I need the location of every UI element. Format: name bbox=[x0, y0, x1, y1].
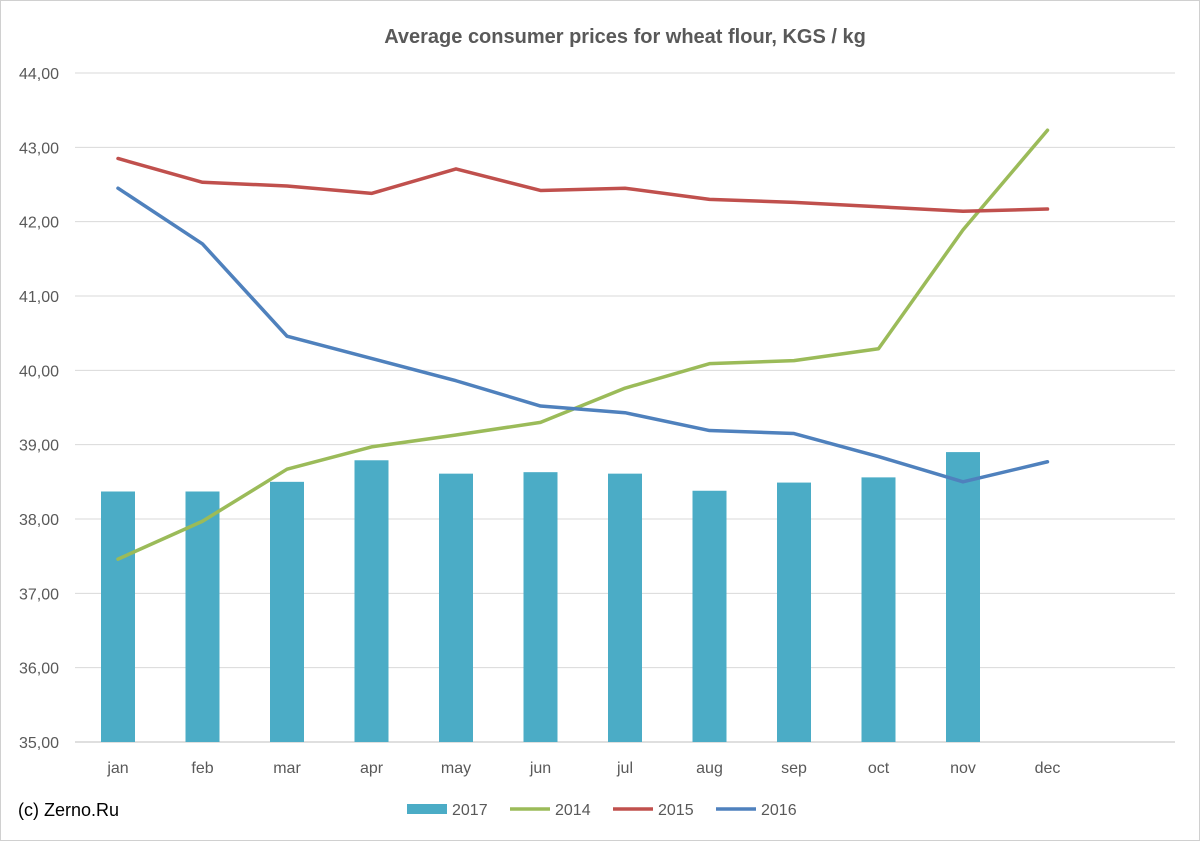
bar-2017-aug bbox=[692, 490, 727, 742]
x-tick-label: apr bbox=[360, 760, 384, 777]
y-tick-label: 41,00 bbox=[19, 289, 59, 306]
y-tick-label: 44,00 bbox=[19, 66, 59, 83]
bar-2017-jan bbox=[101, 491, 135, 742]
x-tick-label: oct bbox=[868, 760, 890, 777]
line-series bbox=[116, 128, 1050, 561]
legend: 2017 2014 2015 2016 bbox=[407, 802, 797, 819]
legend-label-2016: 2016 bbox=[761, 802, 797, 819]
legend-swatch-2017 bbox=[407, 804, 447, 814]
y-tick-label: 36,00 bbox=[19, 661, 59, 678]
line-series-2016 bbox=[116, 186, 1050, 484]
bar-2017-sep bbox=[777, 482, 811, 742]
line-series-2014 bbox=[116, 128, 1050, 561]
bar-2017-may bbox=[439, 473, 473, 742]
legend-label-2015: 2015 bbox=[658, 802, 694, 819]
bar-2017-feb bbox=[185, 491, 220, 742]
x-tick-label: aug bbox=[696, 760, 723, 777]
bar-2017-jul bbox=[608, 473, 642, 742]
bar-2017-apr bbox=[354, 460, 389, 742]
y-tick-label: 35,00 bbox=[19, 735, 59, 752]
legend-label-2014: 2014 bbox=[555, 802, 591, 819]
gridlines bbox=[75, 72, 1175, 743]
y-tick-label: 40,00 bbox=[19, 363, 59, 380]
bar-2017-jun bbox=[523, 472, 558, 742]
credit-text: (c) Zerno.Ru bbox=[18, 800, 119, 820]
x-tick-label: dec bbox=[1035, 760, 1061, 777]
x-tick-label: jul bbox=[616, 760, 633, 777]
y-tick-label: 39,00 bbox=[19, 438, 59, 455]
y-tick-label: 37,00 bbox=[19, 586, 59, 603]
line-series-2015 bbox=[116, 156, 1050, 214]
x-tick-label: may bbox=[441, 760, 471, 777]
x-tick-label: sep bbox=[781, 760, 807, 777]
y-axis: 35,00 36,00 37,00 38,00 39,00 40,00 41,00 42,00… bbox=[19, 66, 59, 752]
y-tick-label: 43,00 bbox=[19, 140, 59, 157]
y-tick-label: 42,00 bbox=[19, 215, 59, 232]
legend-label-2017: 2017 bbox=[452, 802, 488, 819]
bar-series bbox=[101, 452, 980, 742]
x-tick-label: jan bbox=[106, 760, 128, 777]
x-tick-label: jun bbox=[529, 760, 551, 777]
x-axis: jan feb mar apr may jun jul aug sep oct nov dec bbox=[106, 760, 1060, 777]
x-tick-label: feb bbox=[191, 760, 213, 777]
x-tick-label: mar bbox=[273, 760, 301, 777]
bar-2017-oct bbox=[861, 477, 896, 742]
bar-2017-nov bbox=[946, 452, 980, 742]
chart-title: Average consumer prices for wheat flour,… bbox=[384, 26, 866, 48]
x-tick-label: nov bbox=[950, 760, 976, 777]
y-tick-label: 38,00 bbox=[19, 512, 59, 529]
bar-2017-mar bbox=[270, 481, 304, 742]
